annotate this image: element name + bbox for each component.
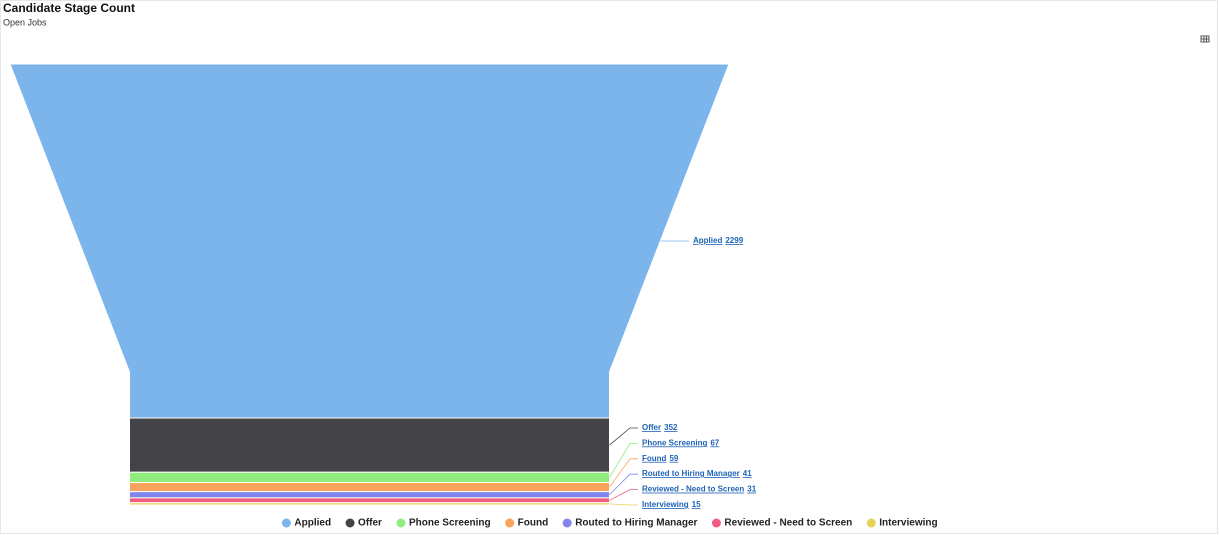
data-label[interactable]: Routed to Hiring Manager 41 [642, 469, 752, 478]
legend-label: Offer [358, 518, 382, 529]
connector [609, 489, 638, 501]
legend-item[interactable]: Interviewing [866, 518, 938, 529]
data-label-name: Offer [642, 423, 661, 432]
legend-label: Found [518, 518, 549, 529]
data-label-value: 31 [747, 485, 756, 494]
funnel-segment [129, 417, 610, 473]
data-label-value: 67 [710, 439, 719, 448]
data-label[interactable]: Interviewing 15 [642, 500, 701, 509]
funnel-segment [129, 471, 610, 484]
legend-label: Applied [294, 518, 331, 529]
legend-item[interactable]: Found [505, 518, 548, 529]
chart-subtitle: Open Jobs [3, 17, 47, 27]
legend-label: Phone Screening [409, 518, 491, 529]
data-label[interactable]: Phone Screening 67 [642, 439, 720, 448]
legend-marker [562, 518, 572, 528]
legend-marker [345, 518, 355, 528]
data-label-name: Phone Screening [642, 439, 707, 448]
funnel-segment [129, 497, 610, 504]
legend-item[interactable]: Routed to Hiring Manager [562, 518, 698, 529]
data-label[interactable]: Offer 352 [642, 423, 678, 432]
funnel-segment [129, 502, 610, 506]
legend-label: Routed to Hiring Manager [575, 518, 697, 529]
legend-item[interactable]: Reviewed - Need to Screen [711, 518, 852, 529]
connector [609, 473, 638, 496]
legend-marker [866, 518, 876, 528]
legend-marker [711, 518, 721, 528]
data-label-value: 59 [669, 454, 678, 463]
data-label[interactable]: Applied 2299 [693, 236, 744, 245]
legend-label: Reviewed - Need to Screen [724, 518, 852, 529]
funnel-segment [129, 482, 610, 493]
table-icon[interactable] [1200, 35, 1210, 43]
data-label-value: 352 [664, 423, 678, 432]
data-label[interactable]: Reviewed - Need to Screen 31 [642, 485, 757, 494]
data-label-name: Applied [693, 236, 722, 245]
data-label-value: 15 [692, 500, 701, 509]
legend-marker [396, 518, 406, 528]
legend-item[interactable]: Offer [345, 518, 383, 529]
legend-item[interactable]: Applied [281, 518, 331, 529]
data-label-name: Found [642, 454, 667, 463]
legend-marker [505, 518, 515, 528]
data-label-value: 2299 [725, 236, 743, 245]
data-label-name: Interviewing [642, 500, 689, 509]
legend: Applied Offer Phone Screening Found Routed t… [281, 518, 938, 529]
chart-title: Candidate Stage Count [3, 1, 135, 15]
legend-marker [281, 518, 291, 528]
connector [609, 442, 638, 478]
connector [609, 458, 638, 488]
data-label-value: 41 [743, 469, 752, 478]
data-label[interactable]: Found 59 [642, 454, 679, 463]
data-label-name: Routed to Hiring Manager [642, 469, 740, 478]
connector [609, 503, 638, 506]
legend-item[interactable]: Phone Screening [396, 518, 491, 529]
data-label-name: Reviewed - Need to Screen [642, 485, 744, 494]
funnel-segment [129, 491, 610, 499]
connector [609, 427, 638, 446]
legend-label: Interviewing [879, 518, 937, 529]
